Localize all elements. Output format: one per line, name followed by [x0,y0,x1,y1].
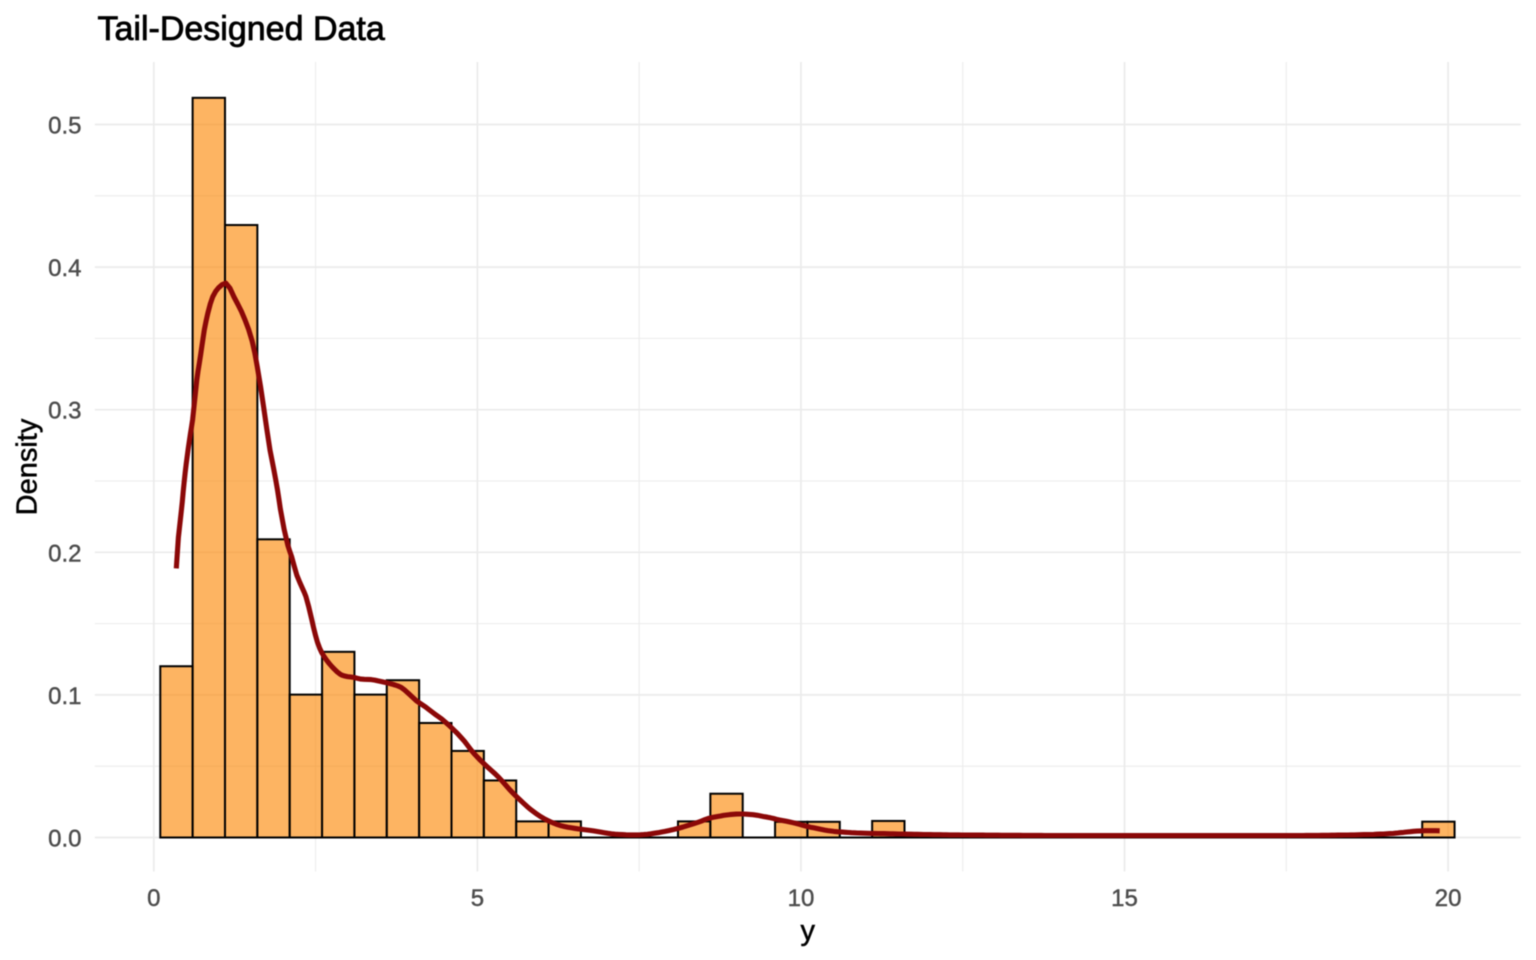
svg-text:0.3: 0.3 [48,398,81,425]
svg-text:15: 15 [1111,885,1138,912]
svg-text:0.2: 0.2 [48,540,81,567]
svg-text:Density: Density [12,418,44,515]
svg-text:0.4: 0.4 [48,255,81,282]
svg-text:0.0: 0.0 [48,826,81,853]
svg-text:0.5: 0.5 [48,113,81,140]
svg-text:5: 5 [471,885,484,912]
svg-text:0.1: 0.1 [48,683,81,710]
svg-text:0: 0 [147,885,160,912]
svg-text:10: 10 [788,885,815,912]
svg-text:Tail-Designed Data: Tail-Designed Data [98,10,385,48]
svg-text:y: y [801,915,816,947]
svg-text:20: 20 [1435,885,1462,912]
